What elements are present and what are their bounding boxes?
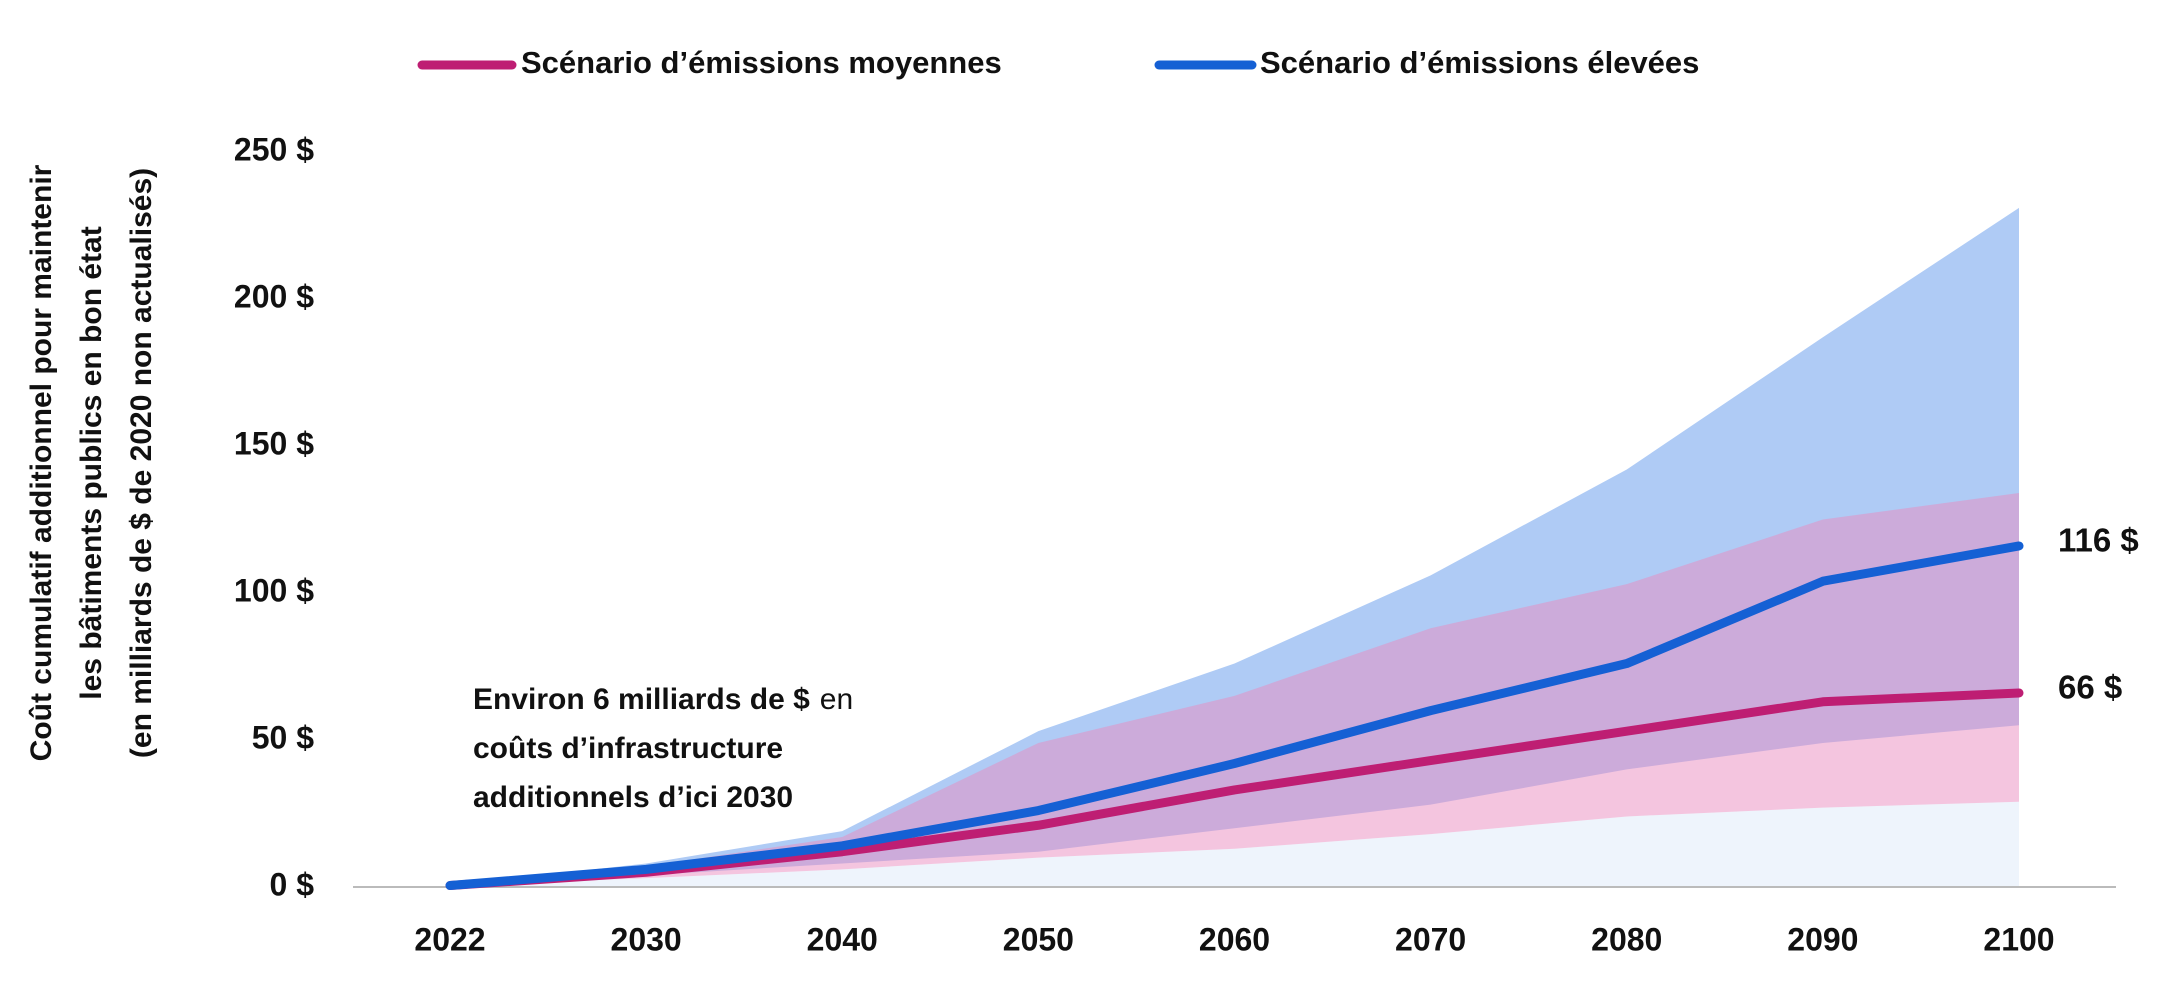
- x-tick-label: 2060: [1199, 921, 1270, 957]
- x-tick-label: 2080: [1591, 921, 1662, 957]
- annotation-text: coûts d’infrastructure: [473, 732, 783, 765]
- legend-label: Scénario d’émissions élevées: [1260, 45, 1699, 80]
- annotation-text: additionnels d’ici 2030: [473, 781, 793, 814]
- legend-label: Scénario d’émissions moyennes: [521, 45, 1002, 80]
- x-tick-label: 2030: [611, 921, 682, 957]
- y-axis-title-line: Coût cumulatif additionnel pour mainteni…: [25, 164, 58, 761]
- y-tick-label: 0 $: [270, 866, 315, 902]
- annotation-text: en: [820, 683, 853, 716]
- y-axis-title-line: les bâtiments publics en bon état: [75, 226, 108, 699]
- y-tick-label: 250 $: [234, 131, 314, 167]
- annotation: Environ 6 milliards de $ en: [473, 683, 853, 716]
- x-tick-label: 2090: [1787, 921, 1858, 957]
- y-tick-label: 200 $: [234, 278, 314, 314]
- y-tick-label: 50 $: [252, 719, 314, 755]
- x-tick-label: 2050: [1003, 921, 1074, 957]
- end-label: 66 $: [2058, 669, 2122, 706]
- base-area: [450, 801, 2019, 887]
- end-label: 116 $: [2058, 522, 2139, 559]
- line: [445, 541, 2024, 891]
- annotation-bold: Environ 6 milliards de $: [473, 683, 810, 716]
- y-tick-label: 100 $: [234, 572, 314, 608]
- x-tick-label: 2040: [807, 921, 878, 957]
- y-tick-label: 150 $: [234, 425, 314, 461]
- x-tick-label: 2100: [1983, 921, 2054, 957]
- x-tick-label: 2022: [414, 921, 485, 957]
- band-area: [450, 493, 2019, 886]
- x-tick-label: 2070: [1395, 921, 1466, 957]
- y-axis-title: Coût cumulatif additionnel pour mainteni…: [25, 164, 158, 761]
- y-axis-title-line: (en milliards de $ de 2020 non actualisé…: [125, 168, 158, 758]
